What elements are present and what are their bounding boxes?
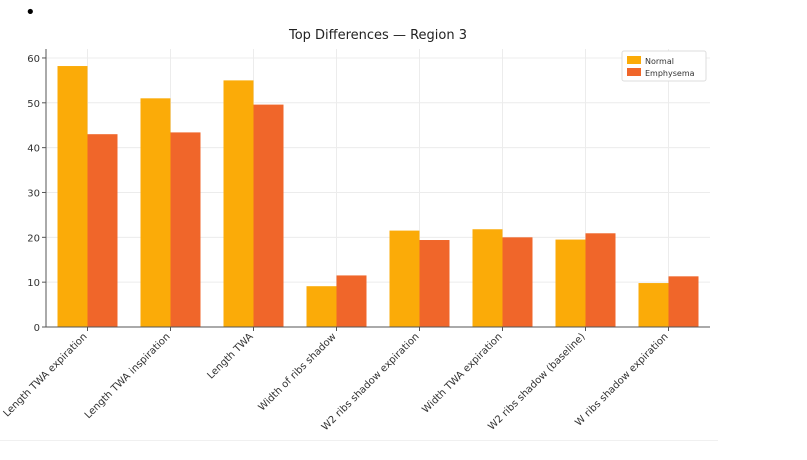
legend: Normal Emphysema: [621, 50, 707, 82]
x-tick-label: Width of ribs shadow: [257, 331, 339, 413]
y-axis-ticks: 0 10 20 30 40 50 60: [27, 54, 46, 334]
x-tick-label: W2 ribs shadow expiration: [320, 331, 422, 433]
x-tick-label: Length TWA expiration: [2, 331, 90, 419]
x-tick-label: W ribs shadow expiration: [573, 331, 670, 428]
chart-container: Top Differences — Region 3 0 10 20 30 40 50 60…: [0, 20, 718, 441]
legend-label: Normal: [645, 57, 674, 66]
bar-emphysema: [419, 240, 450, 327]
y-tick-label: 0: [34, 323, 40, 334]
bar-emphysema: [502, 237, 533, 327]
bar-emphysema: [170, 132, 201, 327]
bar-normal: [140, 98, 171, 328]
y-tick-label: 50: [27, 99, 40, 110]
bullet-point: •: [25, 2, 36, 23]
y-tick-label: 10: [27, 278, 40, 289]
legend-swatch: [627, 56, 641, 64]
x-tick-label: Length TWA inspiration: [83, 331, 173, 421]
bar-chart: Top Differences — Region 3 0 10 20 30 40 50 60…: [2, 28, 710, 433]
x-tick-label: Length TWA: [205, 331, 255, 381]
bar-normal: [57, 66, 88, 328]
bar-emphysema: [336, 275, 367, 327]
axes: [45, 49, 710, 328]
bar-normal: [472, 229, 503, 327]
bar-emphysema: [87, 134, 118, 327]
x-tick-label: Width TWA expiration: [420, 331, 504, 415]
chart-title: Top Differences — Region 3: [288, 28, 467, 43]
legend-box: [621, 50, 707, 82]
bar-normal: [555, 239, 586, 327]
y-tick-label: 40: [27, 144, 40, 155]
bar-emphysema: [668, 276, 699, 327]
y-tick-label: 20: [27, 233, 40, 244]
y-tick-label: 60: [27, 54, 40, 65]
bar-emphysema: [585, 233, 616, 327]
bar-normal: [638, 283, 669, 327]
bars: [57, 66, 699, 328]
x-tick-label: W2 ribs shadow (baseline): [486, 331, 587, 432]
bar-normal: [306, 286, 337, 327]
legend-label: Emphysema: [645, 69, 695, 78]
bar-normal: [223, 80, 254, 327]
y-tick-label: 30: [27, 188, 40, 199]
bar-normal: [389, 230, 420, 327]
bar-emphysema: [253, 104, 284, 327]
legend-swatch: [627, 68, 641, 76]
